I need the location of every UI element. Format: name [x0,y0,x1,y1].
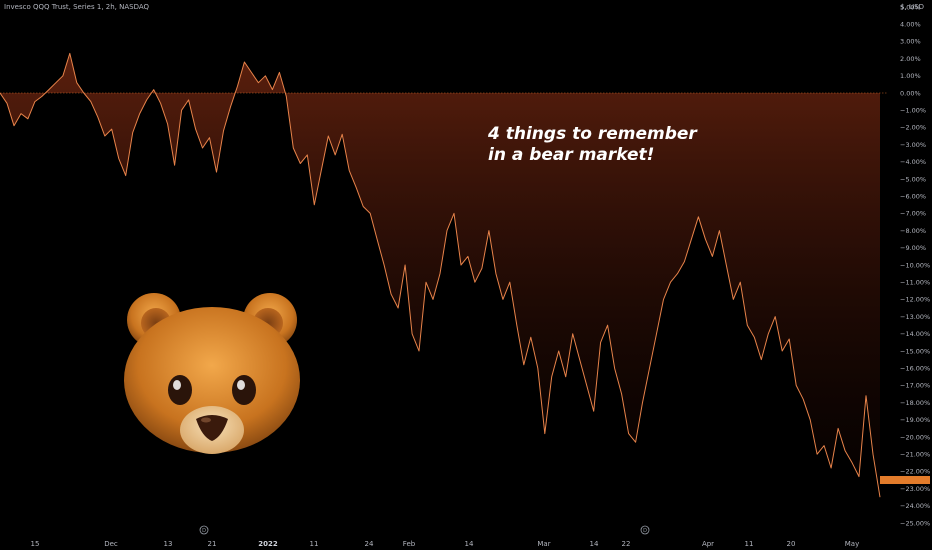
y-tick-label: 1.00% [900,72,921,80]
y-axis: 5.00% 4.00% 3.00% 2.00% 1.00% 0.00% −1.00% −2.0… [900,3,930,527]
x-tick-label: 11 [310,540,319,548]
price-series [0,52,881,498]
y-tick-label: −8.00% [900,227,926,235]
y-tick-label: 5.00% [900,3,921,11]
headline-line-1: 4 things to remember [488,124,697,144]
bear-face-icon [124,293,300,454]
x-tick-label: May [845,540,859,548]
y-tick-label: −2.00% [900,124,926,132]
dividend-marker-icon[interactable]: D [640,525,650,535]
y-tick-label: −13.00% [900,313,930,321]
x-tick-label: 11 [745,540,754,548]
y-tick-label: 0.00% [900,89,921,97]
y-tick-label: −21.00% [900,451,930,459]
y-tick-label: −3.00% [900,141,926,149]
y-tick-label: −9.00% [900,244,926,252]
x-tick-label: 24 [365,540,374,548]
dividend-marker-icon[interactable]: D [199,525,209,535]
y-tick-label: −16.00% [900,365,930,373]
y-tick-label: −14.00% [900,330,930,338]
x-tick-label: Dec [104,540,118,548]
last-price-tag [880,476,930,484]
x-tick-label: 20 [787,540,796,548]
x-tick-label: 14 [465,540,474,548]
headline-line-2: in a bear market! [488,145,655,165]
x-tick-label: 22 [622,540,631,548]
x-tick-label: 21 [208,540,217,548]
y-tick-label: −1.00% [900,107,926,115]
y-tick-label: 4.00% [900,21,921,29]
y-tick-label: −19.00% [900,416,930,424]
y-tick-label: −17.00% [900,382,930,390]
y-tick-label: 3.00% [900,38,921,46]
x-tick-label: 13 [164,540,173,548]
y-tick-label: −5.00% [900,175,926,183]
y-tick-label: −4.00% [900,158,926,166]
y-tick-label: −25.00% [900,519,930,527]
svg-text:D: D [202,528,206,534]
loss-area-fill [0,53,880,498]
y-tick-label: −12.00% [900,296,930,304]
y-tick-label: 2.00% [900,55,921,63]
y-tick-label: −15.00% [900,347,930,355]
y-tick-label: −22.00% [900,468,930,476]
y-tick-label: −18.00% [900,399,930,407]
x-tick-label: Apr [702,540,714,548]
x-tick-label: 2022 [258,540,278,548]
svg-text:D: D [643,528,647,534]
y-tick-label: −24.00% [900,502,930,510]
y-tick-label: −6.00% [900,193,926,201]
x-tick-label: Feb [403,540,416,548]
symbol-title: Invesco QQQ Trust, Series 1, 2h, NASDAQ [4,3,150,11]
y-tick-label: −10.00% [900,261,930,269]
y-tick-label: −11.00% [900,279,930,287]
area-fill [0,53,880,498]
x-tick-label: Mar [537,540,550,548]
x-tick-label: 14 [590,540,599,548]
currency-label: $, USD [900,3,924,11]
headline: 4 things to remember in a bear market! [488,124,697,166]
y-tick-label: −7.00% [900,210,926,218]
series-line [0,52,881,498]
x-tick-label: 15 [31,540,40,548]
y-tick-label: −20.00% [900,433,930,441]
x-axis: 15 Dec 13 21 2022 11 24 Feb 14 Mar 14 22 Apr 11 20 May [31,540,860,548]
y-tick-label: −23.00% [900,485,930,493]
